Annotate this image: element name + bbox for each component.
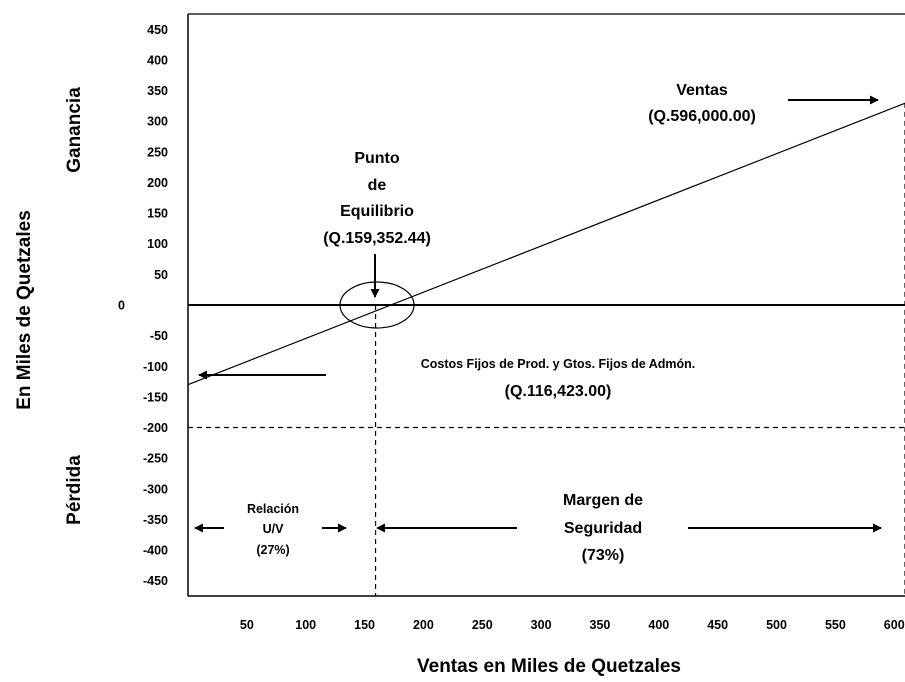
x-tick-label: 250 [472,618,493,632]
y-tick-label: -200 [143,421,168,435]
y-tick-label: -150 [143,390,168,404]
breakeven-label-3: Equilibrio [340,203,414,220]
sales-label: Ventas [676,82,728,99]
y-tick-label: 300 [147,115,168,129]
margin-value: (73%) [582,547,625,564]
y-tick-label: 200 [147,176,168,190]
loss-side-label: Pérdida [64,455,85,525]
x-axis-label: Ventas en Miles de Quetzales [417,656,681,677]
y-tick-label: -450 [143,574,168,588]
y-tick-label: 150 [147,207,168,221]
y-tick-label: 50 [154,268,168,282]
x-tick-label: 350 [590,618,611,632]
x-tick-label: 300 [531,618,552,632]
x-tick-label: 550 [825,618,846,632]
y-axis-label: En Miles de Quetzales [14,210,35,410]
y-tick-label: 0 [118,299,125,313]
y-tick-labels: 450 400 350 300 250 200 150 100 50 0 -50 -100 -150 -2… [118,23,168,588]
fixed-cost-value: (Q.116,423.00) [505,383,612,400]
profit-line [187,102,905,386]
x-tick-label: 500 [766,618,787,632]
y-tick-label: -400 [143,544,168,558]
margin-label-1: Margen de [563,492,643,509]
sales-value: (Q.596,000.00) [648,108,756,125]
x-tick-label: 400 [648,618,669,632]
y-tick-label: -300 [143,482,168,496]
x-tick-label: 200 [413,618,434,632]
uv-label-1: Relación [247,502,299,516]
x-tick-label: 100 [295,618,316,632]
y-tick-label: -100 [143,360,168,374]
profit-side-label: Ganancia [64,87,85,173]
y-tick-label: 100 [147,237,168,251]
y-tick-label: 450 [147,23,168,37]
breakeven-value: (Q.159,352.44) [323,230,431,247]
fixed-cost-label: Costos Fijos de Prod. y Gtos. Fijos de A… [421,357,696,371]
y-tick-label: 350 [147,84,168,98]
y-tick-label: -350 [143,513,168,527]
x-tick-label: 150 [354,618,375,632]
x-tick-label: 600 [884,618,905,632]
y-tick-label: -250 [143,452,168,466]
x-tick-label: 450 [707,618,728,632]
y-tick-label: 250 [147,145,168,159]
breakeven-label-1: Punto [354,150,400,167]
x-tick-labels: 50 100 150 200 250 300 350 400 450 500 550 600 [240,618,905,632]
breakeven-label-2: de [368,177,387,194]
y-tick-label: -50 [150,329,168,343]
y-tick-label: 400 [147,53,168,67]
uv-value: (27%) [256,543,289,557]
breakeven-ellipse [339,281,415,329]
x-tick-label: 50 [240,618,254,632]
margin-label-2: Seguridad [564,520,642,537]
uv-label-2: U/V [263,522,285,536]
